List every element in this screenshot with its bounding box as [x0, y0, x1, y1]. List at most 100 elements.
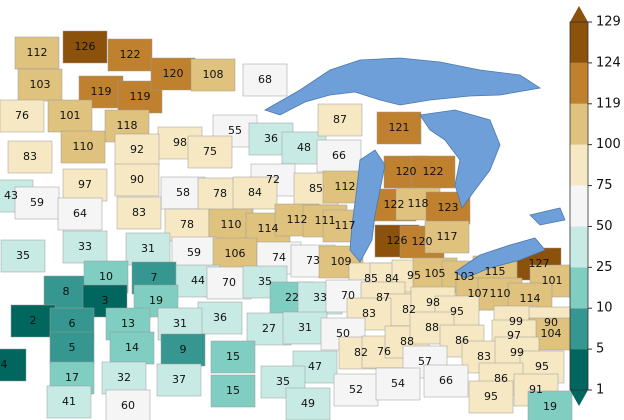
region	[160, 333, 206, 367]
region-label: 83	[132, 206, 146, 219]
region-label: 72	[266, 173, 280, 186]
region-label: 112	[27, 46, 48, 59]
region-label: 112	[335, 180, 356, 193]
colorbar-swatch	[570, 22, 588, 63]
region-label: 19	[149, 294, 163, 307]
region	[62, 168, 108, 202]
colorbar-tick-label: 50	[596, 219, 613, 234]
region-label: 37	[172, 373, 186, 386]
region-label: 103	[30, 78, 51, 91]
region-label: 17	[65, 371, 79, 384]
region-label: 54	[391, 377, 405, 390]
region-label: 31	[298, 321, 312, 334]
region	[62, 230, 108, 264]
region-label: 83	[362, 307, 376, 320]
region-label: 105	[425, 267, 446, 280]
colorbar-swatch	[570, 226, 588, 268]
region-label: 70	[222, 276, 236, 289]
region-label: 22	[285, 291, 299, 304]
region-label: 98	[426, 296, 440, 309]
region	[210, 374, 256, 408]
region-label: 88	[400, 335, 414, 348]
region	[375, 367, 421, 401]
region-label: 83	[23, 150, 37, 163]
region-label: 87	[376, 291, 390, 304]
region-label: 15	[226, 384, 240, 397]
region-label: 15	[226, 350, 240, 363]
region-label: 95	[450, 305, 464, 318]
region-label: 87	[333, 113, 347, 126]
region-label: 31	[173, 317, 187, 330]
region-label: 114	[520, 292, 541, 305]
region	[171, 236, 217, 270]
region-label: 78	[213, 187, 227, 200]
region	[317, 103, 363, 137]
region-label: 52	[349, 383, 363, 396]
region	[232, 176, 278, 210]
region-label: 33	[313, 291, 327, 304]
region-label: 35	[276, 375, 290, 388]
region	[376, 111, 422, 145]
region-label: 117	[437, 230, 458, 243]
region-label: 4	[1, 358, 8, 371]
region-label: 3	[102, 294, 109, 307]
region	[156, 363, 202, 397]
region-label: 112	[287, 213, 308, 226]
region-label: 47	[308, 360, 322, 373]
colorbar-swatch	[570, 185, 588, 227]
region-label: 120	[412, 235, 433, 248]
region-label: 121	[389, 121, 410, 134]
region	[424, 220, 470, 254]
region	[60, 130, 106, 164]
region-label: 27	[262, 322, 276, 335]
region-label: 90	[544, 316, 558, 329]
region	[14, 36, 60, 70]
region-label: 123	[438, 201, 459, 214]
region-label: 13	[121, 317, 135, 330]
region-label: 95	[407, 269, 421, 282]
region-label: 57	[418, 355, 432, 368]
colorbar-tick-label: 100	[596, 137, 621, 152]
region-label: 118	[408, 197, 429, 210]
region-label: 66	[332, 149, 346, 162]
region-label: 119	[130, 90, 151, 103]
region-label: 82	[402, 303, 416, 316]
region	[150, 57, 196, 91]
region	[410, 155, 456, 189]
region-label: 73	[306, 254, 320, 267]
region-label: 84	[248, 186, 262, 199]
region	[0, 239, 46, 273]
region-label: 122	[384, 198, 405, 211]
region-label: 118	[117, 119, 138, 132]
lake-huron	[419, 109, 501, 209]
region-label: 122	[423, 165, 444, 178]
region	[316, 139, 362, 173]
region-label: 110	[221, 218, 242, 231]
region-label: 88	[425, 321, 439, 334]
region-label: 76	[377, 345, 391, 358]
region-label: 35	[16, 249, 30, 262]
region-label: 126	[387, 234, 408, 247]
region-label: 10	[99, 270, 113, 283]
region	[17, 68, 63, 102]
region-label: 120	[396, 165, 417, 178]
region-label: 92	[130, 143, 144, 156]
region-label: 115	[485, 265, 506, 278]
colorbar-tick-label: 10	[596, 301, 613, 316]
region-label: 2	[30, 314, 37, 327]
region-label: 44	[191, 274, 205, 287]
region-label: 99	[509, 315, 523, 328]
region-label: 108	[203, 68, 224, 81]
region	[197, 301, 243, 335]
region-label: 97	[78, 178, 92, 191]
region-label: 76	[15, 109, 29, 122]
lake-superior	[264, 57, 542, 116]
region	[109, 331, 155, 365]
region-label: 74	[272, 251, 286, 264]
lake-michigan	[349, 149, 386, 263]
region	[7, 140, 53, 174]
region-label: 7	[151, 271, 158, 284]
region-label: 8	[63, 285, 70, 298]
colorbar-swatch	[570, 349, 588, 390]
